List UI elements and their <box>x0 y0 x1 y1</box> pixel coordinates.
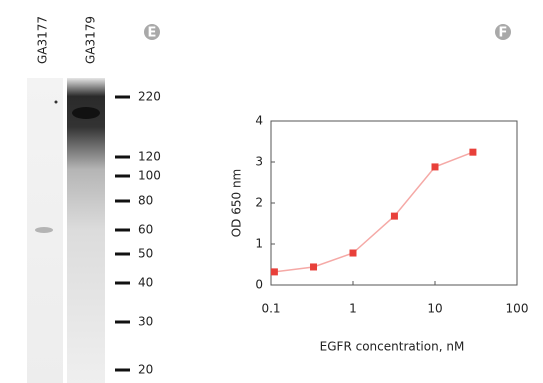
lane-label: GA3177 <box>36 16 50 64</box>
data-point <box>350 250 357 257</box>
data-point <box>391 213 398 220</box>
y-tick-label: 0 <box>255 278 263 292</box>
page: E F GA3177 GA3179 220120100806050403020 … <box>0 0 543 383</box>
y-tick-label: 3 <box>255 155 263 169</box>
data-point <box>271 268 278 275</box>
data-point <box>469 149 476 156</box>
marker-label: 40 <box>138 276 153 290</box>
marker-ladder: 220 120 100 80 60 50 40 30 20 <box>115 90 161 377</box>
data-point <box>310 263 317 270</box>
y-tick-label: 2 <box>255 196 263 210</box>
marker-label: 120 <box>138 150 161 164</box>
marker-label: 30 <box>138 315 153 329</box>
chart: EGFR concentration, nM OD 650 nm 0 1 2 3 4 0.… <box>230 114 529 354</box>
marker-label: 220 <box>138 90 161 104</box>
marker-label: 100 <box>138 169 161 183</box>
blot-band <box>35 227 53 233</box>
x-tick-label: 0.1 <box>261 302 280 316</box>
y-axis-label: OD 650 nm <box>230 169 244 238</box>
data-point <box>432 163 439 170</box>
series-line <box>274 152 473 272</box>
blot-lane <box>67 78 105 383</box>
marker-label: 60 <box>138 223 153 237</box>
x-tick-label: 1 <box>349 302 357 316</box>
panel-label: E <box>148 26 157 41</box>
y-tick-label: 4 <box>255 114 263 128</box>
figure: E F GA3177 GA3179 220120100806050403020 … <box>0 0 543 383</box>
y-tick-label: 1 <box>255 237 263 251</box>
panel-label: F <box>499 26 508 41</box>
blot-band <box>72 107 100 119</box>
blot-speck <box>55 101 58 104</box>
x-tick-label: 10 <box>427 302 442 316</box>
plot-frame <box>271 121 517 285</box>
lane-label: GA3179 <box>84 16 98 64</box>
x-axis-label: EGFR concentration, nM <box>320 340 465 354</box>
marker-label: 50 <box>138 247 153 261</box>
marker-label: 20 <box>138 363 153 377</box>
x-tick-label: 100 <box>506 302 529 316</box>
marker-label: 80 <box>138 194 153 208</box>
